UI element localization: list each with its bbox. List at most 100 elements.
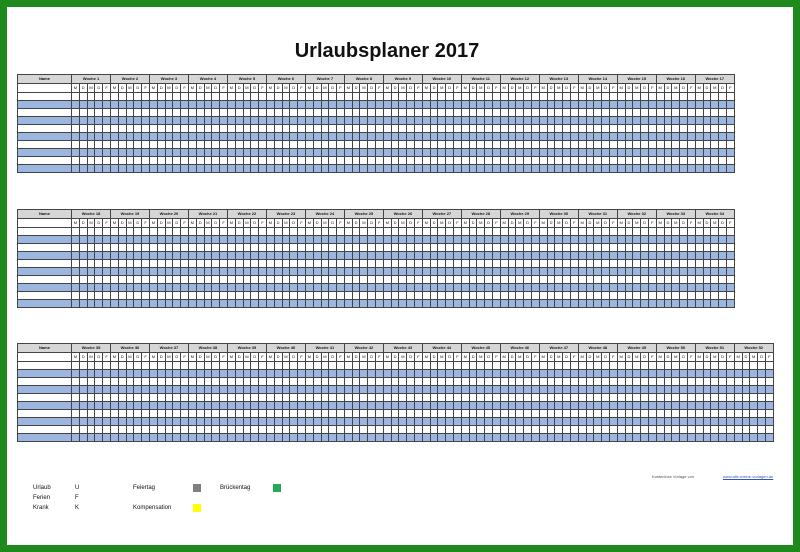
day-cell[interactable] xyxy=(445,164,455,173)
day-cell[interactable] xyxy=(531,283,540,292)
day-cell[interactable] xyxy=(686,275,696,284)
day-cell[interactable] xyxy=(421,227,431,236)
day-cell[interactable] xyxy=(655,243,665,252)
day-cell[interactable] xyxy=(164,393,174,402)
day-cell[interactable] xyxy=(702,243,712,252)
day-cell[interactable] xyxy=(538,291,548,300)
day-cell[interactable] xyxy=(273,275,283,284)
day-cell[interactable] xyxy=(289,100,299,109)
day-cell[interactable] xyxy=(647,235,657,244)
day-cell[interactable] xyxy=(71,140,80,149)
day-cell[interactable] xyxy=(640,164,649,173)
day-cell[interactable] xyxy=(265,393,275,402)
day-cell[interactable] xyxy=(562,433,571,442)
day-cell[interactable] xyxy=(148,116,158,125)
day-cell[interactable] xyxy=(585,401,595,410)
day-cell[interactable] xyxy=(117,148,127,157)
day-cell[interactable] xyxy=(460,401,470,410)
day-cell[interactable] xyxy=(484,100,494,109)
day-cell[interactable] xyxy=(718,275,727,284)
day-cell[interactable] xyxy=(484,369,494,378)
day-cell[interactable] xyxy=(203,275,213,284)
day-cell[interactable] xyxy=(460,393,470,402)
employee-name-cell[interactable] xyxy=(17,100,72,109)
day-cell[interactable] xyxy=(102,409,111,418)
day-cell[interactable] xyxy=(671,361,681,370)
day-cell[interactable] xyxy=(577,92,587,101)
day-cell[interactable] xyxy=(156,283,166,292)
day-cell[interactable] xyxy=(343,148,353,157)
day-cell[interactable] xyxy=(554,417,564,426)
day-cell[interactable] xyxy=(141,243,150,252)
day-cell[interactable] xyxy=(733,425,743,434)
day-cell[interactable] xyxy=(398,227,408,236)
day-cell[interactable] xyxy=(554,235,564,244)
day-cell[interactable] xyxy=(102,275,111,284)
day-cell[interactable] xyxy=(180,259,189,268)
day-cell[interactable] xyxy=(281,393,291,402)
day-cell[interactable] xyxy=(437,251,447,260)
day-cell[interactable] xyxy=(453,425,462,434)
day-cell[interactable] xyxy=(632,291,642,300)
day-cell[interactable] xyxy=(258,140,267,149)
day-cell[interactable] xyxy=(702,108,712,117)
day-cell[interactable] xyxy=(102,148,111,157)
day-cell[interactable] xyxy=(187,417,197,426)
day-cell[interactable] xyxy=(226,148,236,157)
day-cell[interactable] xyxy=(679,409,688,418)
day-cell[interactable] xyxy=(78,243,88,252)
day-cell[interactable] xyxy=(265,164,275,173)
day-cell[interactable] xyxy=(679,433,688,442)
day-cell[interactable] xyxy=(546,369,556,378)
day-cell[interactable] xyxy=(148,291,158,300)
day-cell[interactable] xyxy=(406,140,416,149)
day-cell[interactable] xyxy=(141,283,150,292)
day-cell[interactable] xyxy=(414,425,423,434)
day-cell[interactable] xyxy=(297,361,306,370)
day-cell[interactable] xyxy=(336,385,345,394)
day-cell[interactable] xyxy=(304,283,314,292)
day-cell[interactable] xyxy=(281,275,291,284)
day-cell[interactable] xyxy=(359,283,369,292)
day-cell[interactable] xyxy=(515,156,525,165)
day-cell[interactable] xyxy=(725,417,735,426)
day-cell[interactable] xyxy=(601,275,610,284)
day-cell[interactable] xyxy=(289,401,299,410)
day-cell[interactable] xyxy=(476,164,486,173)
day-cell[interactable] xyxy=(453,361,462,370)
day-cell[interactable] xyxy=(148,156,158,165)
day-cell[interactable] xyxy=(156,116,166,125)
day-cell[interactable] xyxy=(312,108,322,117)
day-cell[interactable] xyxy=(382,140,392,149)
day-cell[interactable] xyxy=(749,361,759,370)
day-cell[interactable] xyxy=(577,401,587,410)
day-cell[interactable] xyxy=(710,369,720,378)
day-cell[interactable] xyxy=(484,385,494,394)
day-cell[interactable] xyxy=(663,92,673,101)
day-cell[interactable] xyxy=(507,132,517,141)
day-cell[interactable] xyxy=(156,243,166,252)
day-cell[interactable] xyxy=(694,251,704,260)
day-cell[interactable] xyxy=(359,385,369,394)
day-cell[interactable] xyxy=(686,409,696,418)
day-cell[interactable] xyxy=(242,227,252,236)
day-cell[interactable] xyxy=(289,164,299,173)
day-cell[interactable] xyxy=(234,116,244,125)
day-cell[interactable] xyxy=(546,385,556,394)
day-cell[interactable] xyxy=(554,433,564,442)
day-cell[interactable] xyxy=(390,259,400,268)
day-cell[interactable] xyxy=(281,243,291,252)
day-cell[interactable] xyxy=(647,417,657,426)
employee-name-cell[interactable] xyxy=(17,243,72,252)
day-cell[interactable] xyxy=(577,251,587,260)
day-cell[interactable] xyxy=(133,259,143,268)
day-cell[interactable] xyxy=(593,409,603,418)
day-cell[interactable] xyxy=(328,156,338,165)
day-cell[interactable] xyxy=(164,164,174,173)
day-cell[interactable] xyxy=(429,275,439,284)
day-cell[interactable] xyxy=(71,132,80,141)
day-cell[interactable] xyxy=(515,267,525,276)
day-cell[interactable] xyxy=(328,164,338,173)
day-cell[interactable] xyxy=(749,377,759,386)
day-cell[interactable] xyxy=(718,259,727,268)
